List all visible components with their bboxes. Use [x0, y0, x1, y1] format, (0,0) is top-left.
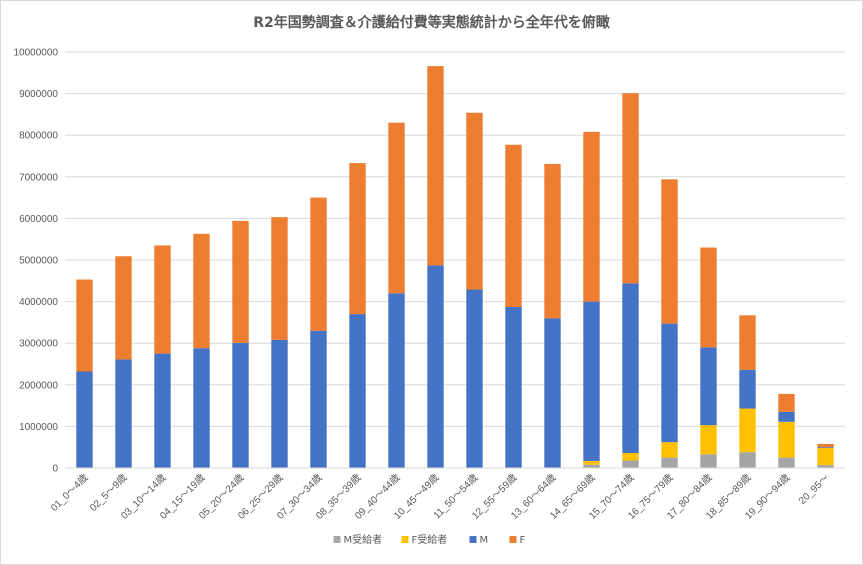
bar-segment-M-01_0～4歳: [76, 371, 93, 468]
bar-segment-M-17_80～84歳: [700, 347, 717, 426]
bar-segment-F-19_90～94歳: [778, 393, 795, 412]
y-tick-label: 2000000: [19, 380, 58, 391]
bar-segment-M-19_90～94歳: [778, 411, 795, 422]
legend-swatch: [509, 536, 517, 543]
bar-segment-F-16_75～79歳: [661, 179, 678, 324]
bar-segment-M-10_45～49歳: [427, 265, 444, 468]
bar-segment-F-01_0～4歳: [76, 279, 93, 372]
legend-label: F受給者: [412, 533, 448, 546]
y-tick-label: 5000000: [19, 256, 58, 267]
bar-segment-F-14_65～69歳: [583, 131, 600, 302]
bar-segment-F-10_45～49歳: [427, 66, 444, 266]
bar-segment-F-11_50～54歳: [466, 112, 483, 290]
bar-segment-M-14_65～69歳: [583, 301, 600, 461]
bar-segment-F-04_15～19歳: [193, 233, 210, 349]
bar-segment-M-04_15～19歳: [193, 348, 210, 468]
bar-segment-M-09_40～44歳: [388, 293, 405, 468]
bar-segment-M-18_85～89歳: [739, 369, 756, 409]
x-axis-ticks: 01_0～4歳02_5～9歳03_10～14歳04_15～19歳05_20～24…: [48, 472, 831, 522]
chart-title: R2年国勢調査＆介護給付費等実態統計から全年代を俯瞰: [253, 14, 611, 31]
bar-segment-M受給者-14_65～69歳: [583, 464, 600, 468]
bar-segment-M-12_55～59歳: [505, 307, 522, 468]
x-tick-label: 01_0～4歳: [48, 472, 90, 514]
bar-segment-M-07_30～34歳: [310, 330, 327, 468]
bar-segment-F受給者-18_85～89歳: [739, 408, 756, 453]
gridlines: [65, 51, 845, 427]
bar-segment-M-05_20～24歳: [232, 342, 249, 468]
bar-segment-F-15_70～74歳: [622, 93, 639, 284]
bar-segment-F-20_95～: [817, 443, 834, 448]
bar-segment-F-18_85～89歳: [739, 315, 756, 370]
bar-segment-F-12_55～59歳: [505, 144, 522, 308]
bar-segment-M-02_5～9歳: [115, 359, 132, 468]
bar-segment-F-02_5～9歳: [115, 256, 132, 360]
y-tick-label: 8000000: [19, 131, 58, 142]
y-axis-ticks: 0 1000000 2000000 3000000 4000000 5000000 6000…: [14, 48, 59, 475]
y-tick-label: 0: [52, 464, 58, 475]
legend-swatch: [469, 536, 477, 543]
bar-segment-M-16_75～79歳: [661, 323, 678, 443]
legend-swatch: [401, 536, 409, 543]
legend-label: M: [480, 535, 489, 546]
bar-segment-F受給者-19_90～94歳: [778, 421, 795, 458]
bars: [76, 66, 834, 468]
bar-segment-F-09_40～44歳: [388, 122, 405, 294]
bar-segment-M-13_60～64歳: [544, 318, 561, 468]
bar-segment-M受給者-18_85～89歳: [739, 452, 756, 468]
legend-label: M受給者: [344, 533, 383, 546]
bar-segment-F受給者-16_75～79歳: [661, 442, 678, 458]
y-tick-label: 10000000: [14, 48, 59, 59]
bar-segment-M受給者-20_95～: [817, 465, 834, 468]
bar-segment-M受給者-19_90～94歳: [778, 457, 795, 468]
y-tick-label: 1000000: [19, 422, 58, 433]
bar-segment-M-08_35～39歳: [349, 314, 366, 468]
bar-segment-F受給者-20_95～: [817, 448, 834, 466]
y-tick-label: 7000000: [19, 172, 58, 183]
bar-segment-F-03_10～14歳: [154, 245, 171, 354]
bar-segment-F-13_60～64歳: [544, 163, 561, 319]
y-tick-label: 9000000: [19, 89, 58, 100]
y-tick-label: 4000000: [19, 297, 58, 308]
bar-segment-F受給者-14_65～69歳: [583, 460, 600, 465]
legend-label: F: [520, 535, 526, 546]
bar-segment-M受給者-15_70～74歳: [622, 460, 639, 468]
x-tick-label: 02_5～9歳: [87, 472, 129, 514]
y-tick-label: 3000000: [19, 339, 58, 350]
bar-segment-F-05_20～24歳: [232, 220, 249, 343]
legend: M受給者 F受給者 M F: [333, 533, 526, 546]
bar-segment-F-07_30～34歳: [310, 197, 327, 331]
bar-segment-M受給者-16_75～79歳: [661, 457, 678, 468]
bar-segment-M-20_95～: [817, 447, 834, 449]
y-tick-label: 6000000: [19, 214, 58, 225]
bar-segment-F受給者-15_70～74歳: [622, 453, 639, 461]
bar-segment-M-15_70～74歳: [622, 283, 639, 454]
legend-swatch: [333, 536, 341, 543]
bar-segment-M-06_25～29歳: [271, 339, 288, 468]
bar-segment-M-03_10～14歳: [154, 353, 171, 468]
bar-segment-F-17_80～84歳: [700, 247, 717, 348]
bar-segment-F受給者-17_80～84歳: [700, 425, 717, 455]
x-tick-label: 20_95～: [797, 472, 832, 507]
bar-segment-M-11_50～54歳: [466, 289, 483, 468]
bar-segment-F-06_25～29歳: [271, 217, 288, 340]
bar-segment-M受給者-17_80～84歳: [700, 454, 717, 468]
bar-segment-F-08_35～39歳: [349, 163, 366, 315]
